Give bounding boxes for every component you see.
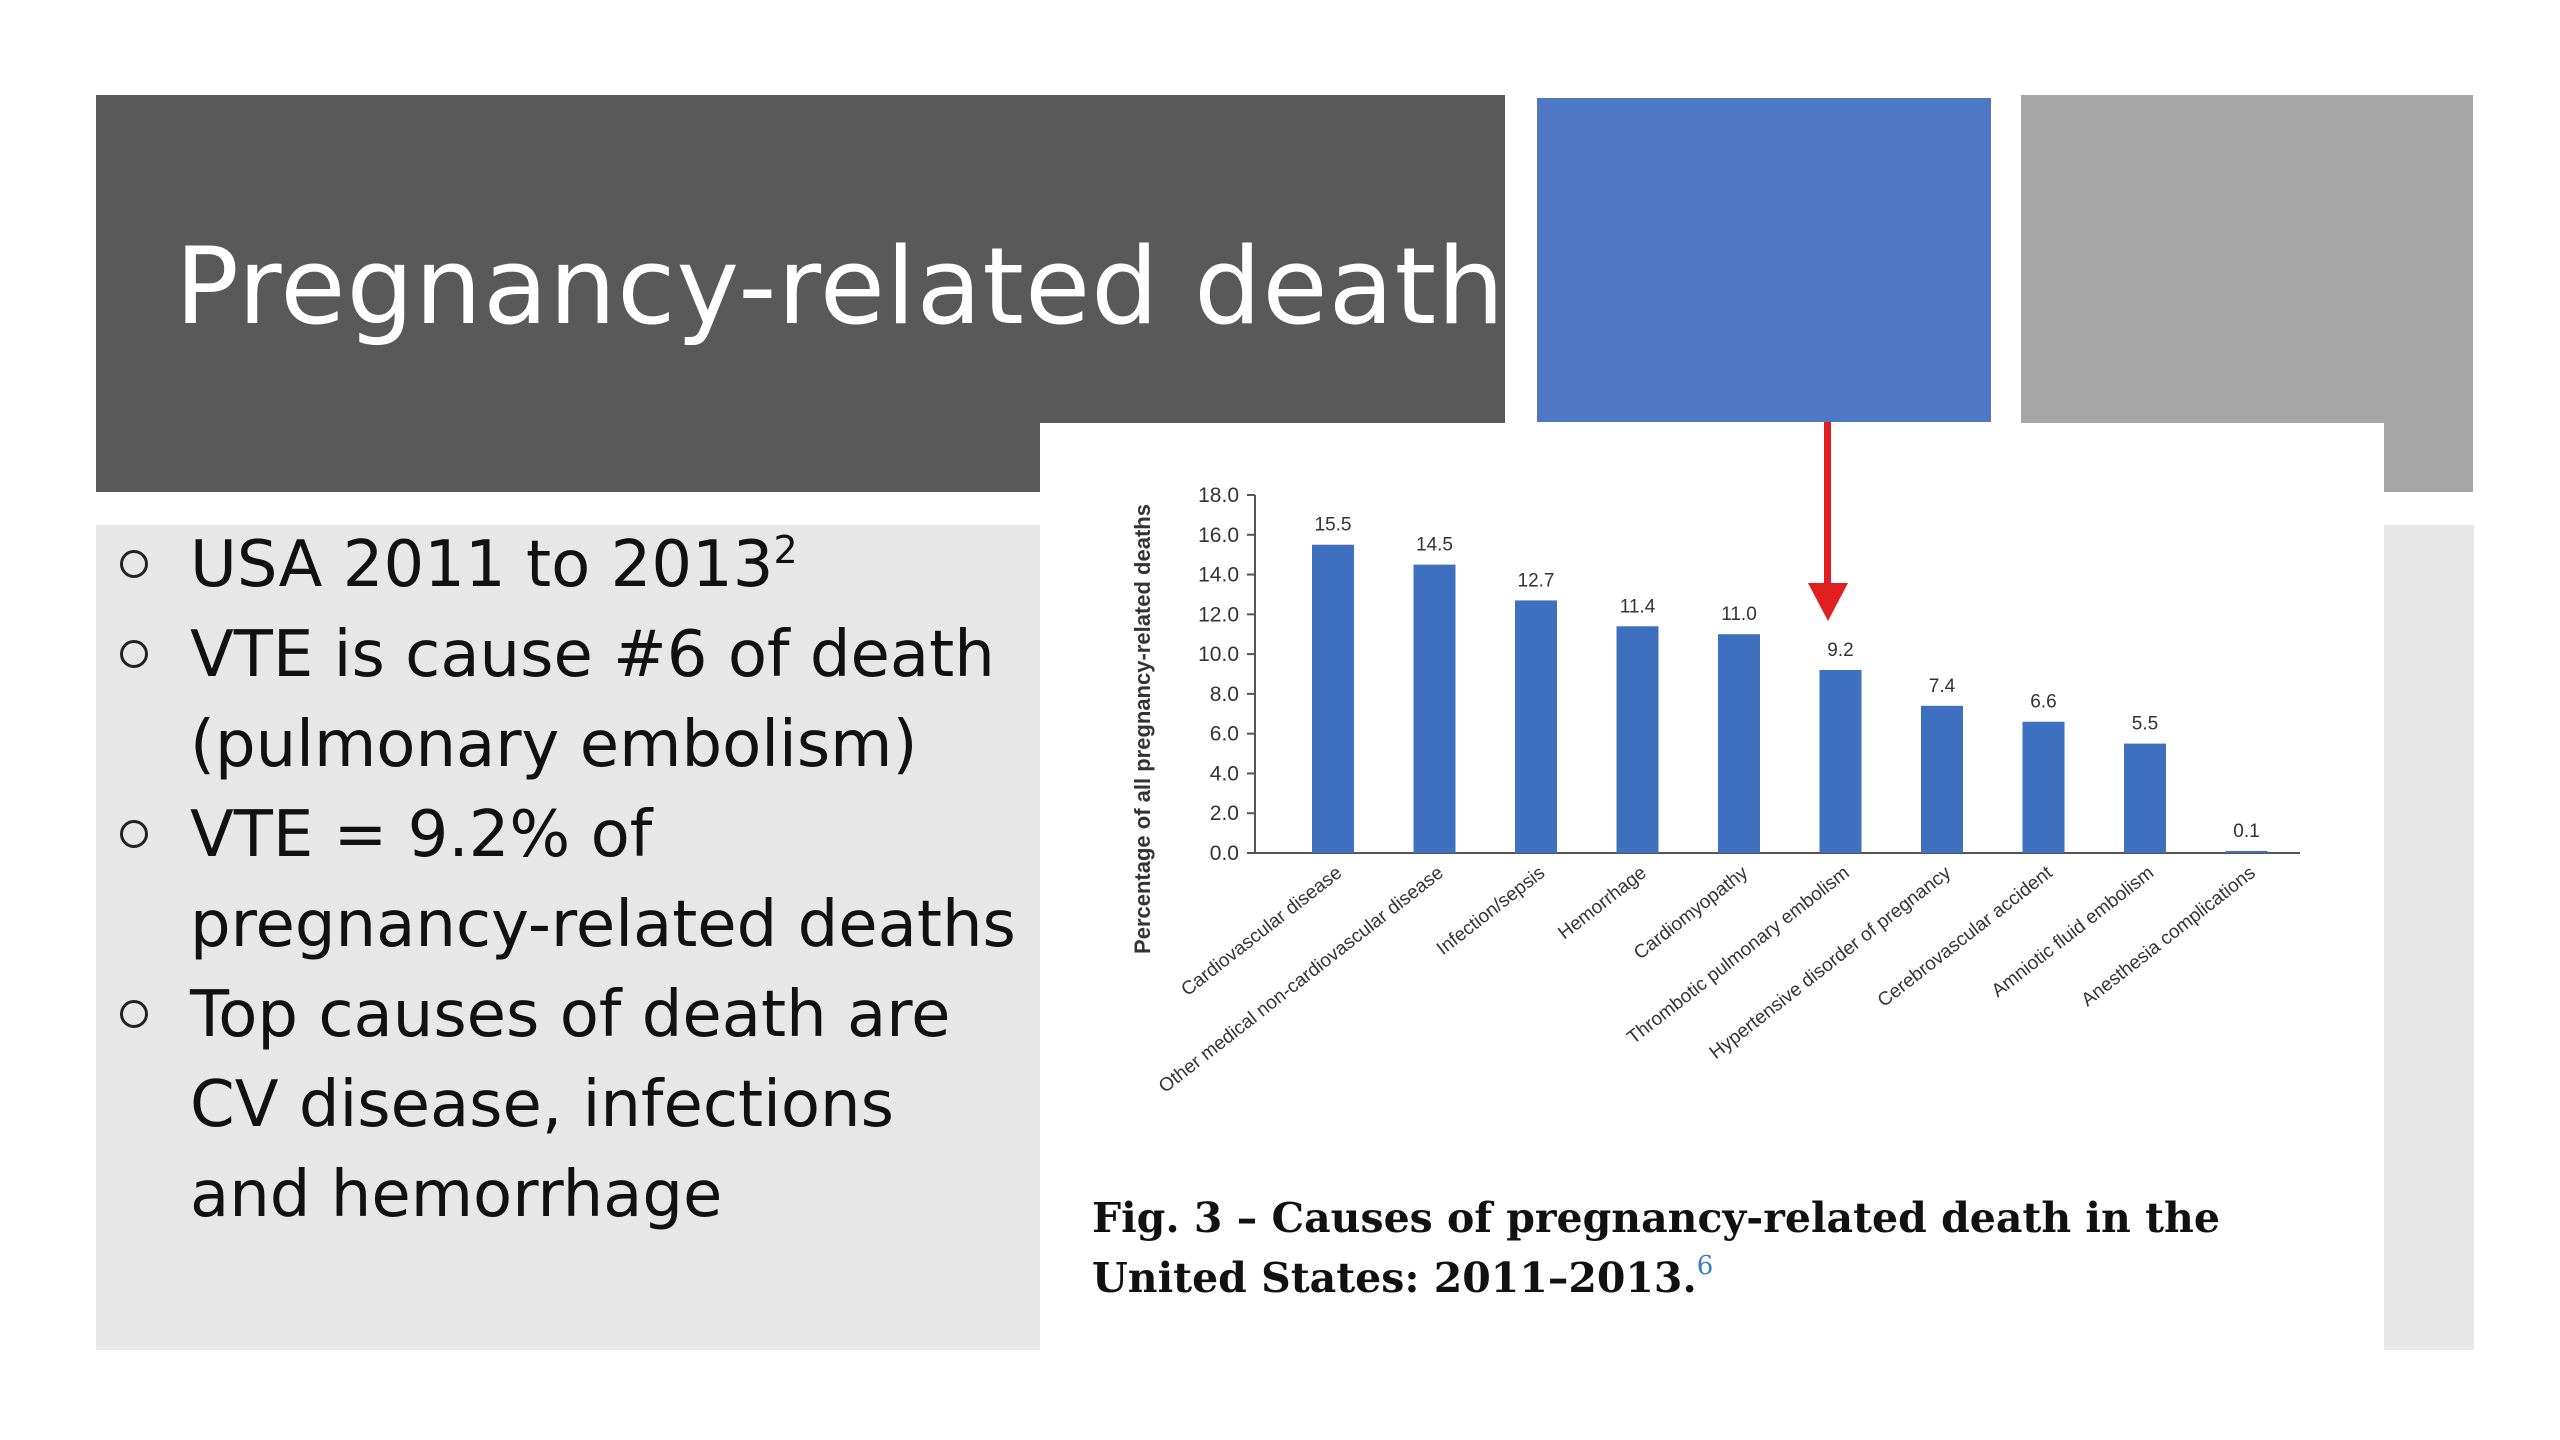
bar-value-label: 11.4	[1620, 596, 1656, 617]
bullet-reference: 2	[773, 528, 798, 572]
bar	[1312, 544, 1354, 853]
category-label: Hemorrhage	[1554, 862, 1650, 944]
accent-block-blue	[1537, 98, 1991, 422]
slide-title: Pregnancy-related deaths	[175, 225, 1562, 348]
bar-value-label: 14.5	[1416, 535, 1453, 556]
y-tick-label: 18.0	[1198, 484, 1239, 507]
bullet-item: Top causes of death are CV disease, infe…	[112, 970, 1032, 1240]
category-label: Cardiovascular disease	[1178, 862, 1347, 1000]
caption-reference: 6	[1696, 1251, 1714, 1281]
bar	[2022, 721, 2065, 853]
bar-value-label: 9.2	[1827, 640, 1853, 661]
caption-text: Fig. 3 – Causes of pregnancy-related dea…	[1092, 1194, 2220, 1302]
bar-value-label: 5.5	[2132, 714, 2158, 735]
y-tick-label: 16.0	[1198, 524, 1239, 547]
bullet-item: VTE = 9.2% of pregnancy-related deaths	[112, 790, 1032, 970]
bar-value-label: 11.0	[1721, 604, 1757, 625]
bullet-item: VTE is cause #6 of death (pulmonary embo…	[112, 610, 1032, 790]
bullet-circle-icon	[120, 640, 148, 668]
bar	[1616, 626, 1659, 853]
category-label: Anesthesia complications	[2078, 862, 2260, 1011]
bullet-text: VTE = 9.2% of pregnancy-related deaths	[190, 798, 1016, 962]
category-label: Cerebrovascular accident	[1874, 862, 2057, 1012]
bar-value-label: 12.7	[1518, 570, 1555, 591]
bar	[1515, 600, 1557, 853]
bar-chart: 0.0 2.0 4.0 6.0 8.0 10.0 12.0 14.0 16.0 18.0 Perce…	[1130, 484, 2300, 1097]
category-label: Infection/sepsis	[1433, 862, 1549, 959]
bar-value-label: 0.1	[2233, 821, 2259, 842]
category-label: Amniotic fluid embolism	[1988, 862, 2158, 1001]
bullet-circle-icon	[120, 820, 148, 848]
y-tick-label: 14.0	[1198, 564, 1239, 587]
y-tick-label: 10.0	[1198, 643, 1239, 666]
right-panel-strip	[2384, 525, 2474, 1350]
y-tick-label: 6.0	[1210, 723, 1239, 746]
bullet-text: USA 2011 to 2013	[190, 528, 774, 602]
content-panel	[96, 525, 1041, 1350]
bullet-list: USA 2011 to 20132 VTE is cause #6 of dea…	[112, 520, 1032, 1240]
y-axis-label: Percentage of all pregnancy-related deat…	[1130, 504, 1155, 954]
bar	[2225, 851, 2268, 853]
y-tick-label: 12.0	[1198, 603, 1239, 626]
arrow-shaft	[1824, 422, 1831, 587]
bar-value-label: 15.5	[1315, 515, 1352, 536]
bullet-item: USA 2011 to 20132	[112, 520, 1032, 610]
bar	[1718, 634, 1760, 853]
bullet-text: VTE is cause #6 of death (pulmonary embo…	[190, 618, 995, 782]
bullet-text: Top causes of death are CV disease, infe…	[190, 978, 951, 1232]
bar-value-label: 7.4	[1929, 676, 1956, 697]
y-tick-label: 8.0	[1210, 683, 1239, 706]
bar	[1413, 564, 1456, 853]
y-tick-label: 2.0	[1210, 802, 1239, 825]
bar-value-label: 6.6	[2030, 692, 2056, 713]
y-tick-label: 4.0	[1210, 762, 1239, 785]
figure-caption: Fig. 3 – Causes of pregnancy-related dea…	[1092, 1188, 2352, 1308]
arrow-down-icon	[1808, 583, 1848, 621]
bar	[1921, 705, 1963, 853]
bar	[2124, 743, 2166, 853]
figure-image: 0.0 2.0 4.0 6.0 8.0 10.0 12.0 14.0 16.0 18.0 Perce…	[1040, 423, 2384, 1350]
y-tick-label: 0.0	[1210, 842, 1239, 865]
bullet-circle-icon	[120, 1000, 148, 1028]
bullet-circle-icon	[120, 550, 148, 578]
bar	[1819, 670, 1862, 853]
